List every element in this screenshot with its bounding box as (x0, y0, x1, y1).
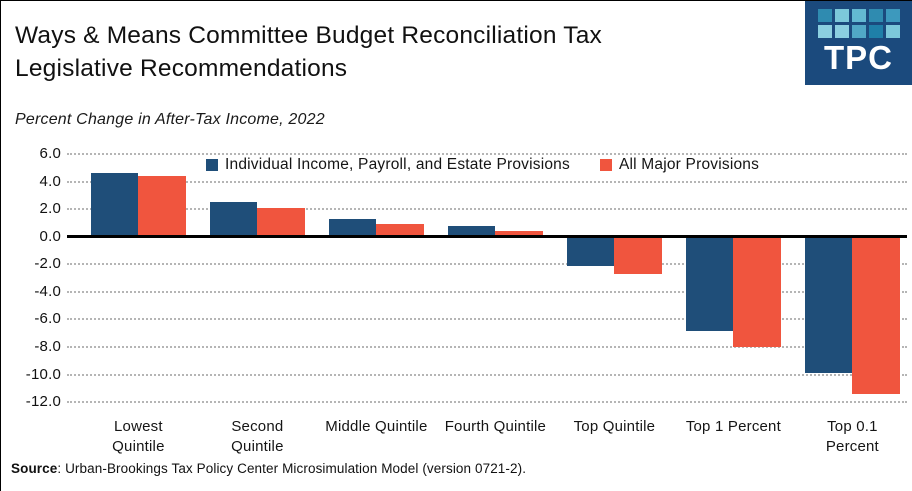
bar-series2 (376, 224, 424, 237)
source-text: : Urban-Brookings Tax Policy Center Micr… (57, 461, 527, 476)
x-axis-category-label: Middle Quintile (325, 418, 428, 435)
logo-square (851, 25, 866, 38)
chart-legend: Individual Income, Payroll, and Estate P… (206, 156, 759, 174)
bar-series1 (447, 225, 496, 237)
gridline (67, 180, 907, 183)
gridline (67, 208, 907, 211)
tpc-logo-text: TPC (824, 39, 893, 76)
source-note: Source: Urban-Brookings Tax Policy Cente… (11, 461, 526, 476)
chart-title-line1: Ways & Means Committee Budget Reconcilia… (15, 22, 602, 49)
logo-square (834, 25, 849, 38)
bar-series2 (138, 176, 186, 237)
x-axis-category-label: Top 0.1 Percent (825, 418, 879, 455)
tpc-logo: TPC (805, 1, 912, 85)
tpc-logo-squares (817, 9, 900, 38)
gridline (67, 152, 907, 155)
y-axis-tick-label: -2.0 (34, 255, 61, 273)
legend-item: All Major Provisions (599, 156, 760, 174)
y-axis-tick-label: 6.0 (39, 144, 61, 162)
chart-title: Ways & Means Committee Budget Reconcilia… (15, 19, 785, 86)
y-axis-tick-label: -12.0 (25, 393, 61, 411)
x-axis-category-label: Top 1 Percent (685, 418, 781, 435)
legend-item-label: All Major Provisions (618, 156, 760, 173)
y-axis-tick-label: -10.0 (25, 365, 61, 383)
bar-series2 (852, 238, 900, 394)
x-axis-category-label: Lowest Quintile (112, 418, 165, 455)
logo-square (817, 25, 832, 38)
logo-square (851, 9, 866, 22)
legend-item-label: Individual Income, Payroll, and Estate P… (225, 156, 570, 173)
bar-series1 (804, 238, 853, 374)
bar-series1 (566, 238, 615, 266)
bar-series2 (257, 207, 305, 237)
logo-square (834, 9, 849, 22)
legend-swatch-icon (206, 159, 218, 171)
gridline (67, 263, 907, 266)
y-axis-tick-label: -6.0 (34, 310, 61, 328)
chart-title-line2: Legislative Recommendations (15, 55, 348, 83)
x-axis-category-label: Fourth Quintile (444, 418, 547, 435)
y-axis-tick-label: 4.0 (39, 172, 61, 190)
y-axis-tick-label: -8.0 (34, 337, 61, 355)
bar-series1 (685, 238, 734, 331)
gridline (67, 345, 907, 348)
x-axis-category-label: Top Quintile (573, 418, 656, 435)
source-label: Source (11, 461, 58, 476)
bar-series2 (614, 238, 662, 275)
y-axis-tick-label: 0.0 (39, 227, 61, 245)
gridline (67, 290, 907, 293)
logo-square (817, 9, 832, 22)
bar-series2 (733, 238, 781, 348)
bar-series2 (495, 231, 543, 237)
legend-item: Individual Income, Payroll, and Estate P… (206, 156, 570, 174)
bar-series1 (90, 173, 139, 237)
x-axis-category-label: Second Quintile (231, 418, 284, 455)
gridline (67, 318, 907, 321)
bar-series1 (328, 218, 377, 237)
y-axis-tick-label: -4.0 (34, 282, 61, 300)
legend-swatch-icon (599, 159, 612, 171)
gridline (67, 373, 907, 376)
x-axis-zero-line (67, 235, 907, 239)
logo-square (885, 25, 900, 38)
y-axis-tick-label: 2.0 (39, 200, 61, 218)
gridline (67, 401, 907, 404)
bar-series1 (209, 202, 258, 237)
logo-square (885, 9, 900, 22)
chart-subtitle: Percent Change in After-Tax Income, 2022 (15, 111, 325, 128)
logo-square (868, 25, 883, 38)
logo-square (868, 9, 883, 22)
